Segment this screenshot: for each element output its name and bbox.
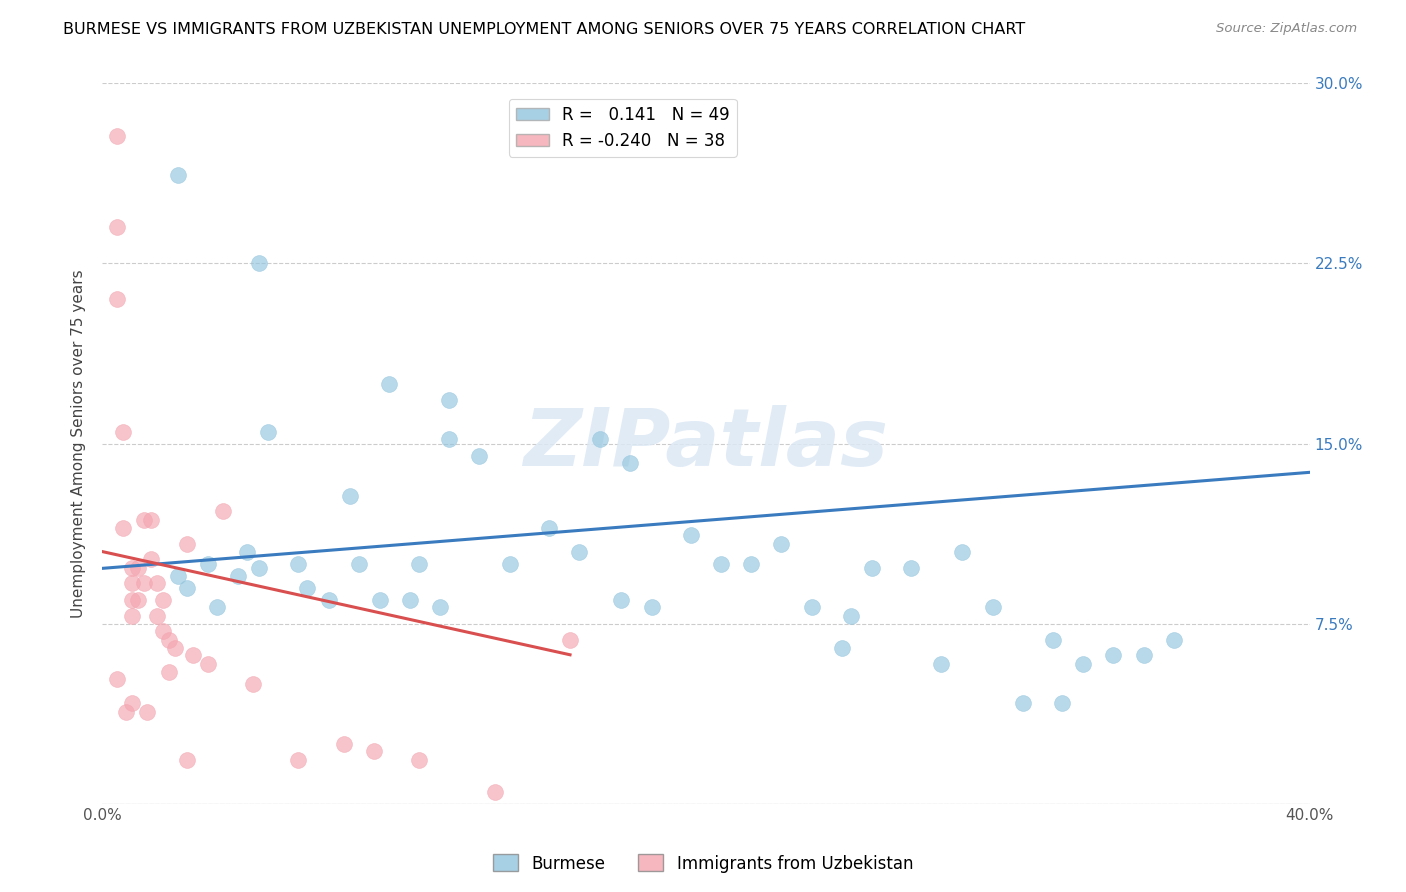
Text: ZIPatlas: ZIPatlas [523, 405, 889, 483]
Point [115, 706, 138, 720]
Point [468, 449, 491, 463]
Point [558, 633, 581, 648]
Point [710, 557, 733, 571]
Point [900, 561, 922, 575]
Point [152, 624, 174, 638]
Point [439, 393, 461, 408]
Point [839, 609, 862, 624]
Point [105, 672, 128, 686]
Y-axis label: Unemployment Among Seniors over 75 years: Unemployment Among Seniors over 75 years [72, 269, 86, 618]
Point [860, 561, 883, 575]
Point [408, 557, 430, 571]
Point [332, 737, 354, 751]
Point [589, 432, 612, 446]
Point [105, 293, 128, 307]
Point [439, 432, 461, 446]
Point [484, 784, 506, 798]
Legend: Burmese, Immigrants from Uzbekistan: Burmese, Immigrants from Uzbekistan [486, 847, 920, 880]
Point [127, 561, 149, 575]
Point [429, 599, 451, 614]
Point [247, 561, 270, 575]
Point [112, 520, 135, 534]
Point [121, 609, 143, 624]
Point [287, 753, 309, 767]
Point [121, 696, 143, 710]
Point [157, 633, 180, 648]
Point [537, 520, 560, 534]
Point [740, 557, 762, 571]
Point [1071, 657, 1094, 672]
Point [166, 168, 188, 182]
Point [287, 557, 309, 571]
Point [176, 753, 198, 767]
Point [112, 425, 135, 439]
Point [257, 425, 280, 439]
Point [378, 376, 401, 391]
Point [139, 513, 162, 527]
Point [121, 561, 143, 575]
Point [136, 706, 159, 720]
Point [205, 599, 228, 614]
Point [134, 575, 156, 590]
Point [347, 557, 370, 571]
Point [1102, 648, 1125, 662]
Point [121, 575, 143, 590]
Point [499, 557, 522, 571]
Point [318, 592, 340, 607]
Point [212, 504, 235, 518]
Text: BURMESE VS IMMIGRANTS FROM UZBEKISTAN UNEMPLOYMENT AMONG SENIORS OVER 75 YEARS C: BURMESE VS IMMIGRANTS FROM UZBEKISTAN UN… [63, 22, 1025, 37]
Point [619, 456, 641, 470]
Point [952, 544, 974, 558]
Point [226, 568, 249, 582]
Point [197, 657, 219, 672]
Point [166, 568, 188, 582]
Point [134, 513, 156, 527]
Point [1042, 633, 1064, 648]
Point [145, 609, 167, 624]
Point [408, 753, 430, 767]
Point [1163, 633, 1185, 648]
Point [145, 575, 167, 590]
Point [247, 256, 270, 270]
Point [363, 744, 385, 758]
Point [176, 537, 198, 551]
Point [121, 592, 143, 607]
Point [181, 648, 204, 662]
Point [981, 599, 1004, 614]
Point [242, 676, 264, 690]
Point [339, 489, 361, 503]
Point [368, 592, 391, 607]
Point [1011, 696, 1033, 710]
Point [640, 599, 662, 614]
Point [163, 640, 186, 655]
Point [297, 581, 319, 595]
Point [105, 220, 128, 235]
Point [679, 527, 702, 541]
Point [568, 544, 591, 558]
Point [399, 592, 422, 607]
Point [197, 557, 219, 571]
Point [152, 592, 174, 607]
Point [831, 640, 853, 655]
Point [1050, 696, 1073, 710]
Point [176, 581, 198, 595]
Legend: R =   0.141   N = 49, R = -0.240   N = 38: R = 0.141 N = 49, R = -0.240 N = 38 [509, 99, 737, 157]
Point [610, 592, 633, 607]
Text: Source: ZipAtlas.com: Source: ZipAtlas.com [1216, 22, 1357, 36]
Point [800, 599, 823, 614]
Point [127, 592, 149, 607]
Point [157, 665, 180, 679]
Point [236, 544, 259, 558]
Point [929, 657, 952, 672]
Point [770, 537, 793, 551]
Point [139, 551, 162, 566]
Point [105, 129, 128, 144]
Point [1132, 648, 1154, 662]
